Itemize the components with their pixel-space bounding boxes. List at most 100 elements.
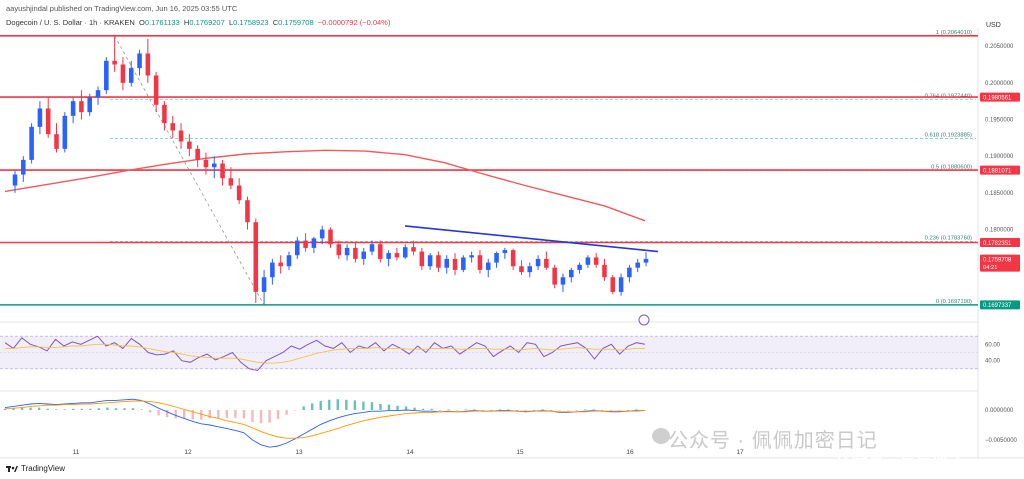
candle-body [585, 257, 591, 265]
candle-body [452, 258, 458, 270]
candle-body [369, 244, 375, 252]
candle-body [153, 75, 159, 105]
macd-histogram-bar [362, 401, 365, 410]
candle-body [211, 163, 217, 168]
candle-body [145, 53, 151, 76]
ohlc-open-label: O [138, 18, 145, 27]
macd-histogram-bar [447, 409, 450, 410]
macd-histogram-bar [191, 410, 194, 420]
macd-histogram-bar [174, 410, 177, 419]
macd-histogram-bar [46, 408, 49, 410]
macd-histogram-bar [481, 410, 485, 411]
tradingview-logo-icon [6, 465, 18, 472]
candle-body [29, 126, 34, 160]
candle-body [494, 253, 499, 263]
candle-body [278, 262, 283, 267]
symbol-name: Dogecoin / U. S. Dollar · 1h · KRAKEN [6, 18, 135, 27]
macd-histogram-bar [584, 409, 587, 410]
candle-body [527, 266, 533, 273]
candle-body [12, 174, 18, 186]
macd-histogram-bar [285, 410, 288, 415]
x-tick-label: 12 [184, 449, 192, 456]
macd-histogram-bar [268, 410, 271, 423]
candle-body [643, 258, 649, 263]
moving-average-line [4, 149, 646, 222]
macd-histogram-bar [575, 410, 578, 411]
macd-histogram-bar [524, 410, 527, 411]
macd-histogram-bar [532, 410, 536, 411]
price-axis-tag [980, 165, 1020, 175]
candle-body [245, 200, 250, 223]
fib-level-label: 1 (0.2064010) [936, 30, 972, 36]
macd-histogram-bar [626, 410, 630, 411]
candle-body [112, 60, 117, 65]
ohlc-open: 0.1761133 [144, 18, 180, 27]
macd-histogram-bar [601, 410, 604, 411]
macd-histogram-bar [490, 410, 493, 411]
tradingview-footer[interactable]: TradingView [6, 464, 65, 473]
candle-body [286, 255, 292, 267]
candle-body [568, 269, 574, 278]
macd-histogram-bar [464, 409, 467, 410]
macd-histogram-bar [387, 404, 391, 410]
candle-body [62, 115, 68, 149]
price-axis-tag-countdown: 04:21 [983, 265, 998, 271]
candle-body [411, 247, 416, 252]
price-axis-tag-text: 0.1980561 [983, 95, 1012, 101]
candle-body [361, 251, 366, 259]
candle-body [162, 104, 167, 124]
macd-tick-label: −0.0050000 [985, 438, 1018, 444]
macd-histogram-bar [20, 407, 24, 410]
macd-histogram-bar [183, 410, 186, 419]
candle-body [544, 258, 549, 268]
y-tick-label: 0.2050000 [985, 44, 1014, 50]
macd-histogram-bar [259, 410, 263, 424]
candle-body [220, 163, 225, 179]
ohlc-low: 0.1758923 [233, 18, 269, 27]
price-axis-tag-text: 0.1697337 [983, 303, 1012, 309]
tradingview-brand: TradingView [21, 464, 66, 473]
macd-histogram-bar [114, 408, 118, 410]
macd-histogram-bar [311, 403, 314, 410]
candle-body [178, 130, 184, 142]
candle-body [54, 134, 59, 149]
y-tick-label: 0.1950000 [985, 118, 1014, 124]
macd-histogram-bar [328, 399, 331, 410]
x-tick-label: 11 [73, 449, 80, 456]
macd-histogram-bar [217, 410, 220, 419]
price-axis-tag [980, 92, 1020, 102]
candle-body [45, 108, 51, 135]
macd-histogram-bar [498, 409, 502, 410]
rsi-tick-label: 40.00 [985, 359, 1001, 365]
price-axis-tag-text: 0.1881071 [983, 168, 1012, 174]
macd-histogram-bar [157, 410, 160, 416]
macd-histogram-bar [396, 405, 399, 410]
candle-body [104, 60, 109, 91]
candle-body [228, 178, 234, 186]
y-tick-label: 0.1800000 [985, 228, 1014, 234]
macd-histogram-bar [293, 410, 297, 411]
candle-body [535, 258, 541, 267]
candle-body [236, 185, 242, 201]
macd-histogram-bar [353, 400, 357, 410]
macd-histogram-bar [473, 409, 476, 410]
watermark-sohu: 搜狐号@佩佩楼咍 [836, 458, 964, 475]
fib-level-label: 0 (0.1697190) [936, 299, 972, 305]
macd-histogram-bar [225, 410, 229, 418]
macd-histogram-bar [242, 410, 246, 419]
macd-histogram-bar [421, 408, 425, 410]
symbol-title: Dogecoin / U. S. Dollar · 1h · KRAKEN O0… [6, 18, 390, 27]
price-axis-tag-text: 0.1759708 [983, 257, 1012, 263]
macd-histogram-bar [345, 399, 348, 410]
macd-histogram-bar [592, 409, 595, 410]
candle-body [386, 253, 391, 259]
macd-histogram-bar [3, 408, 7, 410]
rsi-tick-label: 60.00 [985, 342, 1001, 348]
x-tick-label: 17 [736, 449, 744, 456]
macd-histogram-bar [413, 407, 416, 410]
macd-histogram-bar [131, 408, 135, 410]
price-axis-tag [980, 300, 1020, 310]
candle-body [577, 264, 582, 270]
candle-body [79, 101, 84, 113]
